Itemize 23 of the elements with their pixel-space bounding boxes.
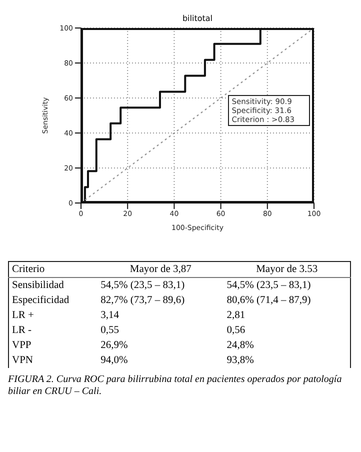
- text: 54,5% (23,5 – 83,1): [100, 279, 186, 293]
- chart-title: bilitotal: [181, 14, 214, 23]
- text: FIGURA 2. Curva ROC para bilirrubina total en pacientes operados por patología biliar en CRUU – Cali.: [8, 374, 343, 398]
- text: Criterio: [11, 263, 46, 277]
- text: 93,8%: [226, 354, 255, 368]
- text: LR -: [11, 324, 33, 338]
- text: 80,6% (71,4 – 87,9): [226, 294, 312, 308]
- text: Mayor de 3,87: [128, 263, 192, 277]
- text: 26,9%: [100, 339, 129, 353]
- text: Especificidad: [11, 294, 70, 308]
- text: 3,14: [100, 309, 120, 323]
- text: Mayor de 3.53: [255, 263, 319, 277]
- text: VPN: [11, 354, 34, 368]
- text: 24,8%: [226, 339, 255, 353]
- text: 54,5% (23,5 – 83,1): [226, 279, 312, 293]
- text: Sensibilidad: [11, 279, 65, 293]
- text: LR +: [11, 309, 35, 323]
- text: 0,55: [100, 324, 120, 338]
- text: 94,0%: [100, 354, 129, 368]
- text: 0,56: [226, 324, 246, 338]
- text: VPP: [11, 339, 32, 353]
- text: 82,7% (73,7 – 89,6): [100, 294, 186, 308]
- text: 2,81: [226, 309, 246, 323]
